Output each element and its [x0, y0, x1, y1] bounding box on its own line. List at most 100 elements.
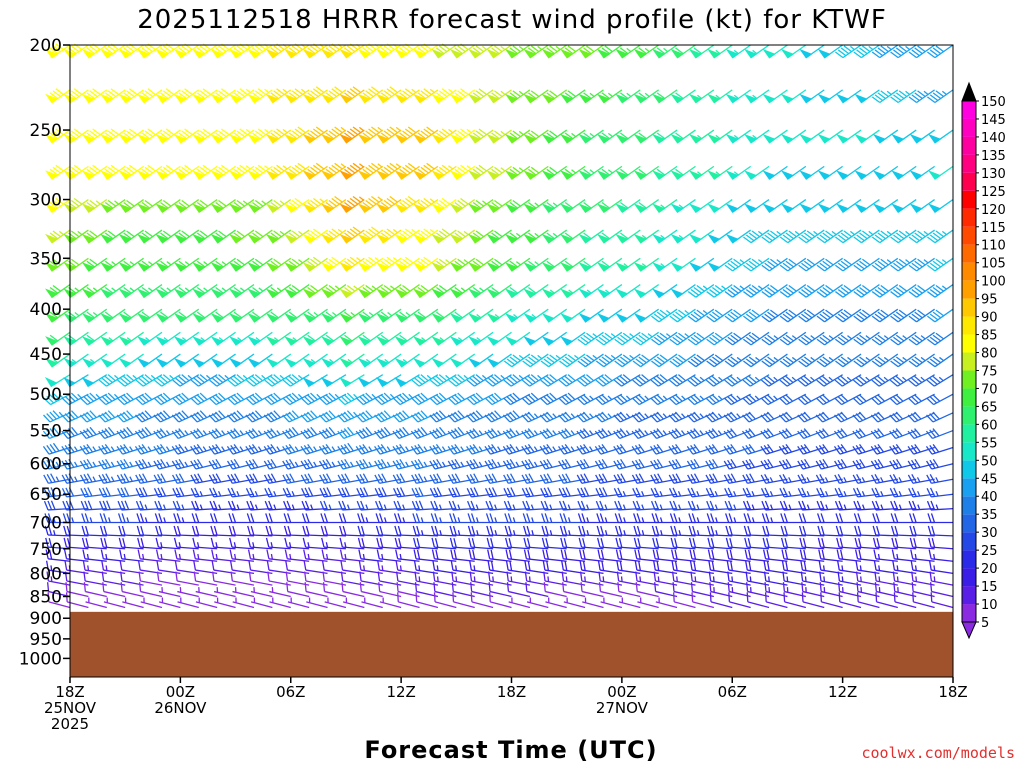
barb-flag — [935, 45, 944, 53]
barb-pennant — [45, 203, 59, 214]
barb-flag — [926, 414, 934, 423]
barb-pennant — [339, 48, 353, 59]
barb-flag — [690, 459, 697, 469]
barb-flag — [355, 430, 363, 439]
wind-barb — [449, 164, 476, 180]
wind-barb — [173, 164, 200, 180]
barb-flag — [423, 197, 432, 205]
wind-barb — [688, 199, 715, 214]
barb-pennant — [486, 203, 500, 214]
barb-flag — [171, 430, 179, 439]
barb-half-flag — [861, 477, 866, 483]
barb-pennant — [486, 93, 500, 104]
barb-pennant — [541, 288, 555, 299]
barb-pennant — [486, 357, 500, 368]
barb-flag — [380, 411, 388, 420]
barb-flag — [334, 86, 343, 93]
barb-staff — [526, 463, 549, 470]
wind-barb — [762, 129, 788, 144]
barb-flag — [120, 377, 129, 385]
barb-half-flag — [733, 491, 737, 497]
barb-flag — [543, 459, 550, 469]
barb-half-flag — [476, 314, 482, 319]
barb-flag — [714, 354, 724, 362]
wind-barb — [284, 197, 310, 214]
barb-flag — [898, 285, 908, 292]
barb-half-flag — [74, 476, 78, 482]
barb-flag — [196, 428, 204, 437]
barb-flag — [119, 429, 127, 438]
wind-barb — [890, 89, 917, 104]
barb-half-flag — [457, 337, 463, 342]
barb-flag — [438, 392, 447, 401]
barb-flag — [371, 86, 380, 93]
wind-barb — [429, 458, 457, 470]
barb-flag — [126, 90, 135, 98]
barb-flag — [104, 428, 112, 437]
barb-flag — [509, 260, 518, 268]
barb-staff — [85, 478, 107, 484]
barb-flag — [374, 430, 382, 439]
barb-half-flag — [395, 163, 401, 168]
barb-half-flag — [71, 358, 77, 364]
wind-barb — [98, 458, 126, 470]
wind-barb — [468, 284, 494, 299]
barb-flag — [558, 474, 565, 484]
wind-barb — [284, 331, 310, 346]
barb-staff — [621, 331, 641, 346]
barb-flag — [358, 444, 366, 454]
wind-barb — [302, 308, 328, 323]
barb-half-flag — [769, 491, 774, 497]
barb-flag — [196, 47, 206, 55]
barb-flag — [926, 460, 933, 470]
barb-flag — [748, 232, 758, 240]
barb-flag — [340, 444, 348, 454]
barb-flag — [748, 443, 756, 453]
barb-staff — [861, 44, 880, 59]
barb-flag — [328, 258, 337, 266]
barb-staff — [600, 478, 622, 484]
wind-barb — [486, 44, 512, 59]
barb-flag — [196, 443, 204, 453]
barb-staff — [434, 463, 457, 470]
wind-barb — [594, 443, 623, 455]
barb-flag — [267, 377, 276, 385]
wind-barb — [908, 374, 935, 387]
barb-staff — [916, 89, 935, 104]
barb-flag — [318, 414, 327, 423]
barb-half-flag — [236, 491, 240, 497]
barb-pennant — [431, 93, 445, 104]
barb-flag — [751, 285, 761, 292]
barb-flag — [815, 446, 823, 455]
barb-flag — [800, 429, 808, 438]
barb-flag — [491, 287, 500, 294]
barb-staff — [691, 493, 714, 498]
barb-flag — [142, 473, 148, 483]
wind-barb — [560, 44, 586, 59]
barb-flag — [254, 258, 264, 266]
barb-flag — [926, 236, 936, 244]
barb-flag — [365, 410, 373, 419]
wind-barb — [595, 331, 623, 346]
barb-half-flag — [623, 263, 629, 268]
barb-flag — [687, 291, 697, 298]
barb-staff — [123, 393, 144, 406]
barb-flag — [227, 397, 235, 406]
barb-flag — [190, 379, 199, 387]
barb-flag — [270, 201, 279, 209]
barb-staff — [66, 463, 89, 470]
barb-flag — [635, 459, 642, 469]
barb-flag — [426, 162, 435, 170]
barb-flag — [392, 414, 400, 423]
barb-staff — [695, 284, 715, 298]
barb-flag — [488, 474, 494, 483]
barb-flag — [49, 287, 59, 294]
wind-barb — [762, 165, 788, 180]
wind-barb — [926, 257, 954, 272]
wind-barb — [596, 199, 623, 214]
wind-barb — [560, 229, 586, 244]
wind-barb — [926, 331, 954, 346]
barb-flag — [727, 313, 736, 321]
barb-staff — [765, 463, 788, 470]
barb-pennant — [210, 262, 224, 272]
